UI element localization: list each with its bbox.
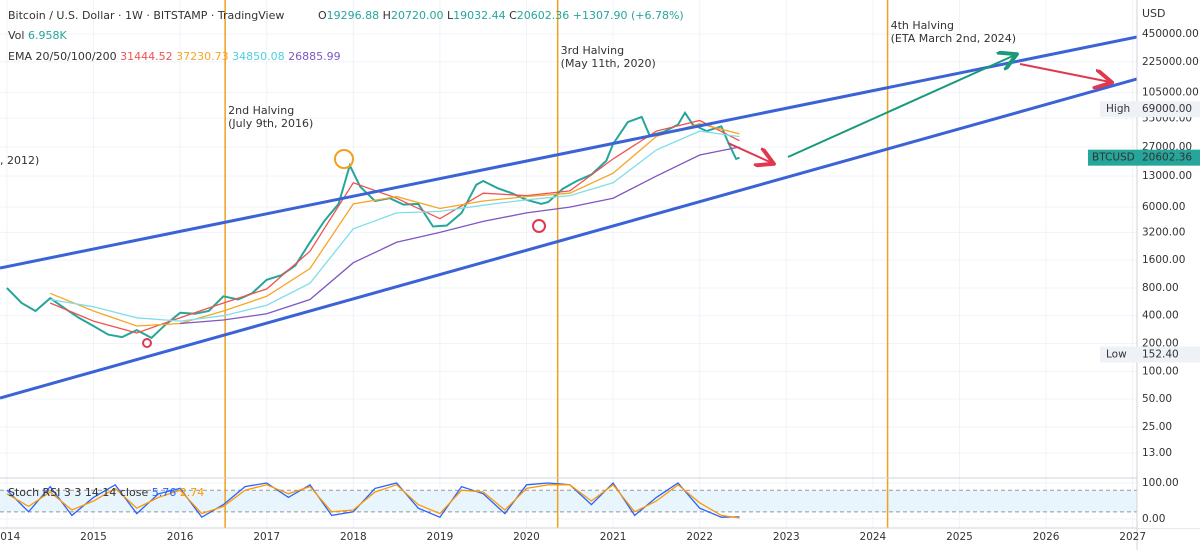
ohlc-part: 20720.00 <box>391 9 444 22</box>
halving-date: (May 11th, 2020) <box>561 57 656 70</box>
halving-title: , 2012) <box>0 154 39 167</box>
x-tick-label: 2018 <box>340 531 367 543</box>
close-value: 20602.36 <box>517 9 570 22</box>
y-tick-label: 1600.00 <box>1142 254 1185 266</box>
rsi-band <box>0 490 1137 512</box>
x-tick-label: 2019 <box>427 531 454 543</box>
high-text: High <box>1106 103 1130 115</box>
circle-marker <box>142 338 152 348</box>
y-tick-label: 100.00 <box>1142 477 1179 489</box>
legend-header: Bitcoin / U.S. Dollar · 1W · BITSTAMP · … <box>8 7 1166 499</box>
x-tick-label: 2021 <box>600 531 627 543</box>
price-axis <box>1137 0 1200 528</box>
y-tick-label: 0.00 <box>1142 513 1165 525</box>
ohlc-part: L <box>447 9 454 22</box>
y-tick-label: 800.00 <box>1142 282 1179 294</box>
y-tick-label: 13.00 <box>1142 447 1172 459</box>
high-tag <box>1100 101 1200 118</box>
rsi-value: 2.74 <box>180 486 205 499</box>
y-tick-label: 50.00 <box>1142 393 1172 405</box>
x-tick-label: 2024 <box>860 531 887 543</box>
x-tick-label: 2027 <box>1119 531 1146 543</box>
y-tick-label: 105000.00 <box>1142 86 1199 98</box>
halving-title: 3rd Halving <box>561 44 624 57</box>
axis-unit: USD <box>1142 7 1166 20</box>
volume-label: Vol 6.958K <box>8 29 67 42</box>
x-tick-label: 2017 <box>253 531 280 543</box>
circle-marker <box>334 149 354 169</box>
halving-title: 4th Halving <box>891 19 954 32</box>
rsi-value: 5.76 <box>152 486 177 499</box>
y-tick-label: 400.00 <box>1142 310 1179 322</box>
y-tick-label: 3200.00 <box>1142 226 1185 238</box>
x-tick-label: 2023 <box>773 531 800 543</box>
lower-channel <box>0 77 1137 400</box>
y-tick-label: 13000.00 <box>1142 170 1192 182</box>
last-price-tag <box>1088 149 1200 166</box>
low-value: 152.40 <box>1142 348 1179 360</box>
low-text: Low <box>1106 348 1127 360</box>
x-tick-label: 2016 <box>167 531 194 543</box>
circle-marker <box>532 219 546 233</box>
indicator-line <box>180 146 740 325</box>
x-tick-label: 2014 <box>0 531 21 543</box>
drawings <box>0 35 1137 400</box>
y-tick-label: 100.00 <box>1142 365 1179 377</box>
ohlc-part: H <box>383 9 391 22</box>
ohlc-values: O19296.88 H20720.00 L19032.44 C20602.36 … <box>318 9 684 22</box>
high-value: 69000.00 <box>1142 103 1192 115</box>
ohlc-part: 19296.88 <box>327 9 380 22</box>
ohlc-part: 19032.44 <box>453 9 506 22</box>
halving-date: (ETA March 2nd, 2024) <box>891 32 1016 45</box>
ema-value: 37230.73 <box>176 50 229 63</box>
y-tick-label: 225000.00 <box>1142 56 1199 68</box>
indicator-line <box>6 483 740 519</box>
symbol-title: Bitcoin / U.S. Dollar · 1W · BITSTAMP · … <box>8 9 284 22</box>
rsi-legend: Stoch RSI 3 3 14 14 close 5.76 2.74 <box>8 486 204 499</box>
arrow <box>787 55 1015 158</box>
halving-date: (July 9th, 2016) <box>228 117 313 130</box>
price-line <box>6 110 740 340</box>
ema-label: EMA 20/50/100/200 <box>8 50 117 63</box>
indicator-line <box>49 123 740 327</box>
arrow <box>1019 63 1110 82</box>
y-tick-label: 25.00 <box>1142 421 1172 433</box>
x-tick-label: 2020 <box>513 531 540 543</box>
indicator-line <box>49 119 740 334</box>
ema-value: 26885.99 <box>288 50 341 63</box>
x-tick-label: 2015 <box>80 531 107 543</box>
halving-title: 2nd Halving <box>228 104 294 117</box>
y-tick-label: 6000.00 <box>1142 201 1185 213</box>
ohlc-part: O <box>318 9 327 22</box>
low-tag <box>1100 346 1200 363</box>
arrow <box>727 142 772 163</box>
ema-value: 31444.52 <box>120 50 173 63</box>
volume-value: 6.958K <box>28 29 67 42</box>
y-tick-label: 450000.00 <box>1142 28 1199 40</box>
x-tick-label: 2025 <box>946 531 973 543</box>
x-tick-label: 2022 <box>686 531 713 543</box>
rsi-title: Stoch RSI 3 3 14 14 close <box>8 486 148 499</box>
ohlc-part: +1307.90 (+6.78%) <box>573 9 684 22</box>
volume-label: Vol <box>8 29 24 42</box>
x-tick-label: 2026 <box>1033 531 1060 543</box>
ohlc-part: C <box>509 9 517 22</box>
upper-channel <box>0 35 1137 270</box>
indicator-line <box>50 130 740 322</box>
ema-legend: EMA 20/50/100/200 31444.52 37230.73 3485… <box>8 50 341 63</box>
symbol-tag: BTCUSD <box>1092 152 1135 164</box>
last-price: 20602.36 <box>1142 152 1192 164</box>
ema-value: 34850.08 <box>232 50 285 63</box>
